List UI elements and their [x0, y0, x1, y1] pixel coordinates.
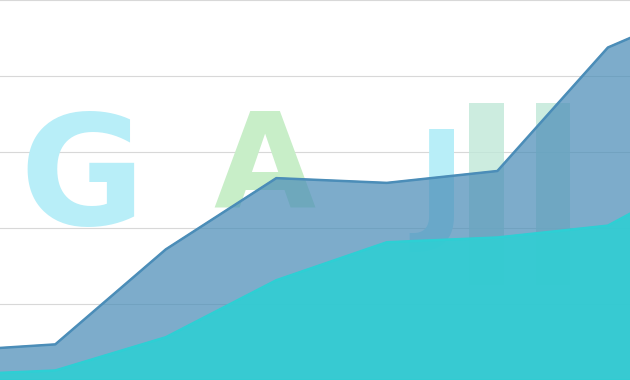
Text: G: G	[19, 108, 145, 257]
FancyBboxPatch shape	[536, 103, 570, 285]
FancyBboxPatch shape	[469, 103, 504, 285]
Text: A: A	[214, 108, 316, 234]
Text: J: J	[416, 127, 466, 253]
